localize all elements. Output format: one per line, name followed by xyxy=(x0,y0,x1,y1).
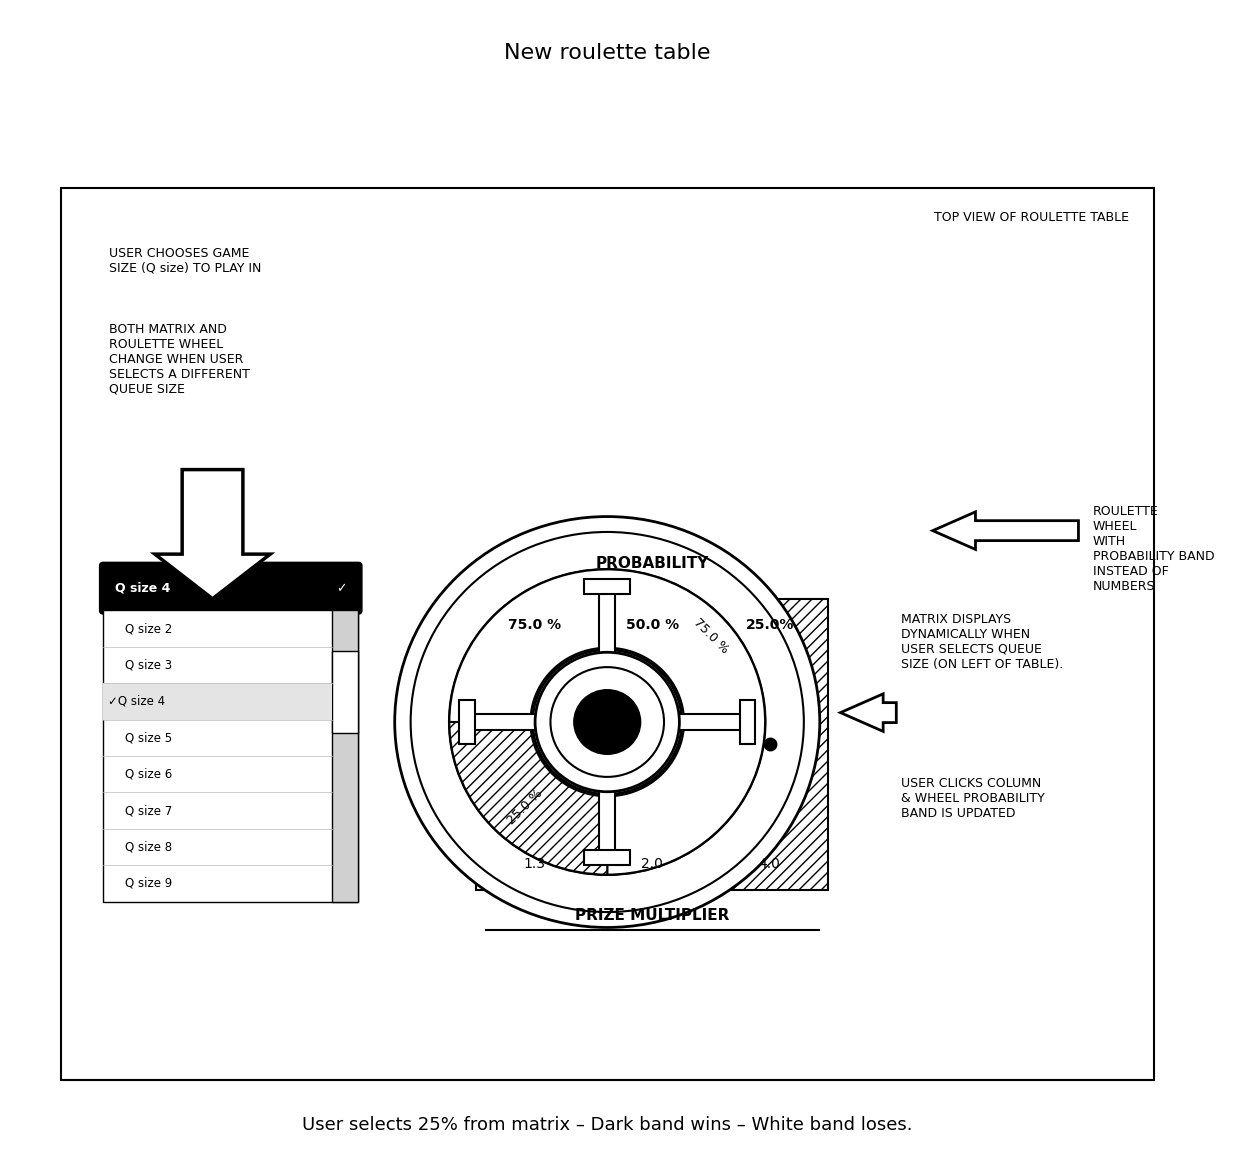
Text: 1.3: 1.3 xyxy=(523,857,546,871)
Text: Q size 6: Q size 6 xyxy=(125,768,172,781)
Bar xyxy=(331,652,358,733)
Text: Q size 7: Q size 7 xyxy=(125,804,172,817)
Polygon shape xyxy=(599,782,615,857)
Text: 25.0%: 25.0% xyxy=(745,618,794,632)
Polygon shape xyxy=(599,587,615,662)
Polygon shape xyxy=(459,700,475,744)
Text: 4.0: 4.0 xyxy=(759,857,780,871)
Text: Q size 9: Q size 9 xyxy=(125,877,172,890)
Text: 75.0 %: 75.0 % xyxy=(508,618,562,632)
Polygon shape xyxy=(584,579,630,594)
Circle shape xyxy=(536,653,680,791)
Polygon shape xyxy=(155,470,270,599)
Circle shape xyxy=(532,649,682,795)
Text: Q size 3: Q size 3 xyxy=(125,659,172,672)
Text: New roulette table: New roulette table xyxy=(503,42,711,63)
Text: ROULETTE
WHEEL
WITH
PROBABILITY BAND
INSTEAD OF
NUMBERS: ROULETTE WHEEL WITH PROBABILITY BAND INS… xyxy=(1092,505,1215,593)
Wedge shape xyxy=(449,569,765,875)
Bar xyxy=(476,599,594,890)
Text: BOTH MATRIX AND
ROULETTE WHEEL
CHANGE WHEN USER
SELECTS A DIFFERENT
QUEUE SIZE: BOTH MATRIX AND ROULETTE WHEEL CHANGE WH… xyxy=(109,323,250,396)
Text: 50.0 %: 50.0 % xyxy=(626,618,678,632)
Polygon shape xyxy=(841,694,897,731)
Wedge shape xyxy=(449,722,608,875)
Circle shape xyxy=(573,688,642,756)
Text: Q size 5: Q size 5 xyxy=(125,731,172,744)
Text: Q size 4: Q size 4 xyxy=(115,581,171,595)
Circle shape xyxy=(394,517,820,927)
Text: 25.0 %: 25.0 % xyxy=(505,788,546,828)
FancyBboxPatch shape xyxy=(99,562,362,614)
Text: MATRIX DISPLAYS
DYNAMICALLY WHEN
USER SELECTS QUEUE
SIZE (ON LEFT OF TABLE).: MATRIX DISPLAYS DYNAMICALLY WHEN USER SE… xyxy=(901,613,1064,670)
Text: User selects 25% from matrix – Dark band wins – White band loses.: User selects 25% from matrix – Dark band… xyxy=(303,1115,913,1134)
Bar xyxy=(103,610,358,902)
Circle shape xyxy=(449,569,765,875)
Circle shape xyxy=(548,666,666,778)
Text: ✓: ✓ xyxy=(336,581,346,595)
Circle shape xyxy=(410,532,804,912)
Text: TOP VIEW OF ROULETTE TABLE: TOP VIEW OF ROULETTE TABLE xyxy=(935,211,1130,224)
Polygon shape xyxy=(467,714,546,730)
Circle shape xyxy=(551,667,663,777)
Text: PROBABILITY: PROBABILITY xyxy=(595,556,709,571)
Bar xyxy=(103,683,331,720)
Text: USER CHOOSES GAME
SIZE (Q size) TO PLAY IN: USER CHOOSES GAME SIZE (Q size) TO PLAY … xyxy=(109,247,262,275)
Text: USER CLICKS COLUMN
& WHEEL PROBABILITY
BAND IS UPDATED: USER CLICKS COLUMN & WHEEL PROBABILITY B… xyxy=(901,777,1045,821)
Polygon shape xyxy=(668,714,748,730)
Bar xyxy=(331,610,358,902)
Polygon shape xyxy=(739,700,755,744)
Text: 2.0: 2.0 xyxy=(641,857,663,871)
Circle shape xyxy=(574,690,641,755)
Polygon shape xyxy=(932,512,1079,549)
Polygon shape xyxy=(584,850,630,865)
Bar xyxy=(711,599,828,890)
FancyBboxPatch shape xyxy=(61,188,1153,1080)
Text: PRIZE MULTIPLIER: PRIZE MULTIPLIER xyxy=(575,909,729,923)
Bar xyxy=(594,599,711,890)
Text: Q size 2: Q size 2 xyxy=(125,622,172,635)
Text: Q size 8: Q size 8 xyxy=(125,841,172,853)
Text: ✓Q size 4: ✓Q size 4 xyxy=(108,695,165,708)
Text: 75.0 %: 75.0 % xyxy=(691,616,732,656)
